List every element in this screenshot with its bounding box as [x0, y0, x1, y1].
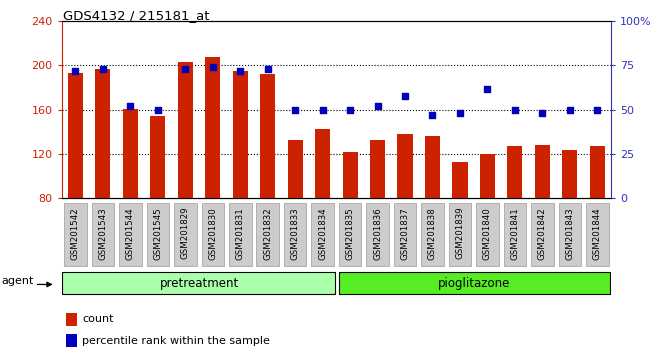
FancyBboxPatch shape: [64, 204, 86, 266]
Point: [592, 107, 603, 113]
Point: [98, 66, 108, 72]
Bar: [315, 129, 330, 198]
FancyBboxPatch shape: [147, 204, 169, 266]
Bar: [205, 57, 220, 198]
Point: [207, 64, 218, 70]
Text: GDS4132 / 215181_at: GDS4132 / 215181_at: [63, 9, 209, 22]
Text: GSM201543: GSM201543: [98, 207, 107, 259]
FancyBboxPatch shape: [367, 204, 389, 266]
Point: [400, 93, 410, 98]
Point: [235, 68, 246, 74]
Bar: [370, 139, 385, 198]
Text: percentile rank within the sample: percentile rank within the sample: [82, 336, 270, 346]
Point: [317, 107, 328, 113]
Bar: [96, 69, 111, 198]
Bar: [288, 139, 303, 198]
FancyBboxPatch shape: [311, 204, 334, 266]
FancyBboxPatch shape: [202, 204, 224, 266]
Bar: [178, 62, 193, 198]
Point: [263, 66, 273, 72]
Text: GSM201832: GSM201832: [263, 207, 272, 259]
Point: [153, 107, 163, 113]
Bar: [590, 146, 605, 198]
Bar: [66, 313, 77, 326]
FancyBboxPatch shape: [586, 204, 608, 266]
Text: GSM201542: GSM201542: [71, 207, 80, 259]
FancyBboxPatch shape: [119, 204, 142, 266]
Text: count: count: [82, 314, 114, 325]
Point: [455, 110, 465, 116]
Text: GSM201844: GSM201844: [593, 207, 602, 259]
Point: [537, 110, 547, 116]
Bar: [343, 152, 358, 198]
Point: [427, 112, 437, 118]
Text: GSM201836: GSM201836: [373, 207, 382, 259]
Text: GSM201841: GSM201841: [510, 207, 519, 259]
Text: GSM201544: GSM201544: [126, 207, 135, 259]
Text: GSM201829: GSM201829: [181, 207, 190, 259]
Text: GSM201830: GSM201830: [208, 207, 217, 259]
Text: GSM201837: GSM201837: [400, 207, 410, 259]
FancyBboxPatch shape: [531, 204, 554, 266]
Point: [345, 107, 356, 113]
FancyBboxPatch shape: [92, 204, 114, 266]
Text: GSM201831: GSM201831: [236, 207, 245, 259]
Text: GSM201843: GSM201843: [566, 207, 575, 259]
FancyBboxPatch shape: [504, 204, 526, 266]
Text: GSM201838: GSM201838: [428, 207, 437, 259]
FancyBboxPatch shape: [476, 204, 499, 266]
Text: GSM201833: GSM201833: [291, 207, 300, 259]
Text: pretreatment: pretreatment: [159, 277, 239, 290]
Bar: [150, 116, 165, 198]
Point: [372, 103, 383, 109]
Bar: [562, 149, 577, 198]
Point: [482, 86, 493, 91]
Bar: [398, 134, 413, 198]
Bar: [233, 71, 248, 198]
Text: GSM201840: GSM201840: [483, 207, 492, 259]
Bar: [66, 334, 77, 347]
FancyBboxPatch shape: [421, 204, 444, 266]
FancyBboxPatch shape: [284, 204, 306, 266]
Text: GSM201834: GSM201834: [318, 207, 327, 259]
FancyBboxPatch shape: [62, 272, 335, 295]
Bar: [260, 74, 275, 198]
FancyBboxPatch shape: [448, 204, 471, 266]
Text: GSM201835: GSM201835: [346, 207, 355, 259]
Point: [70, 68, 81, 74]
FancyBboxPatch shape: [339, 204, 361, 266]
FancyBboxPatch shape: [174, 204, 196, 266]
Bar: [68, 73, 83, 198]
Point: [510, 107, 520, 113]
FancyBboxPatch shape: [257, 204, 279, 266]
Text: GSM201839: GSM201839: [456, 207, 465, 259]
Bar: [425, 136, 440, 198]
Text: GSM201842: GSM201842: [538, 207, 547, 259]
Point: [565, 107, 575, 113]
Point: [180, 66, 190, 72]
FancyBboxPatch shape: [339, 272, 610, 295]
FancyBboxPatch shape: [229, 204, 252, 266]
Point: [125, 103, 136, 109]
Text: agent: agent: [2, 276, 34, 286]
Text: pioglitazone: pioglitazone: [437, 277, 510, 290]
Text: GSM201545: GSM201545: [153, 207, 162, 259]
Point: [290, 107, 300, 113]
Bar: [480, 154, 495, 198]
FancyBboxPatch shape: [394, 204, 416, 266]
Bar: [508, 146, 523, 198]
Bar: [452, 162, 467, 198]
Bar: [535, 145, 550, 198]
FancyBboxPatch shape: [558, 204, 581, 266]
Bar: [123, 109, 138, 198]
